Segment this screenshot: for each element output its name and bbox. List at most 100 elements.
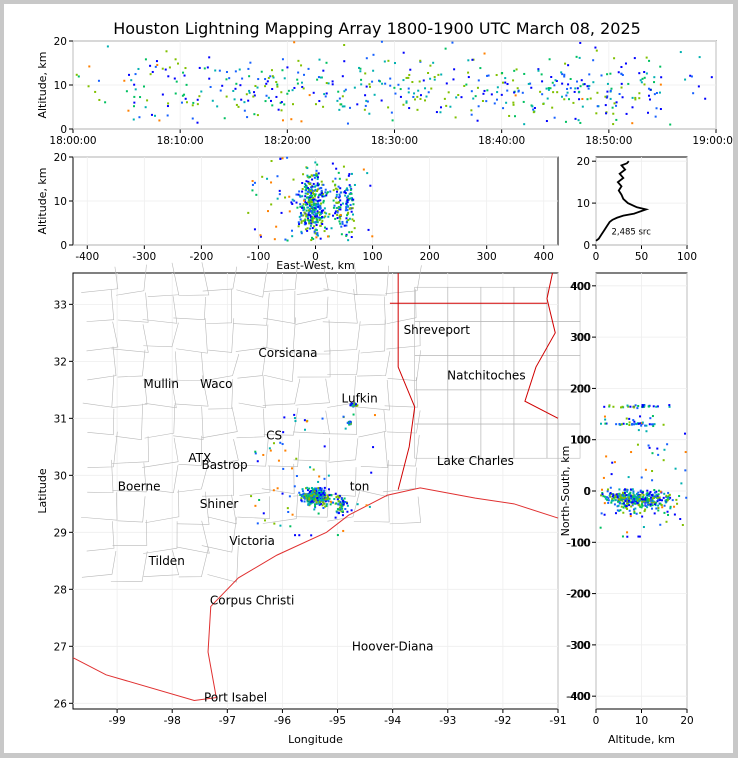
source-point (610, 499, 613, 502)
source-point (310, 192, 313, 195)
source-point (307, 201, 310, 204)
source-point (642, 494, 645, 497)
source-point (348, 193, 351, 196)
source-point (346, 510, 349, 513)
source-point (621, 535, 624, 538)
source-point (337, 201, 340, 204)
x-tick-label: -91 (549, 715, 566, 727)
state-border-tx-la (397, 273, 416, 490)
source-point (618, 492, 621, 495)
source-point (303, 208, 306, 211)
source-point (372, 446, 375, 449)
source-point (633, 510, 636, 513)
source-point (365, 57, 368, 60)
source-point (342, 415, 345, 418)
source-point (347, 195, 350, 198)
source-point (294, 420, 297, 423)
source-point (253, 94, 256, 97)
county-boundary (360, 319, 386, 354)
source-point (618, 488, 621, 491)
source-point (323, 493, 326, 496)
source-point (286, 507, 289, 510)
city-label: Mullin (143, 377, 179, 391)
source-point (474, 95, 477, 98)
county-boundary (117, 349, 146, 378)
source-point (309, 219, 312, 222)
source-point (638, 500, 641, 503)
source-point (326, 497, 329, 500)
source-point (161, 67, 164, 70)
source-point (336, 209, 339, 212)
source-point (311, 189, 314, 192)
source-point (307, 176, 310, 179)
source-point (196, 98, 199, 101)
source-point (637, 404, 640, 407)
source-point (142, 85, 145, 88)
source-point (348, 173, 351, 176)
source-point (624, 62, 627, 65)
source-point (445, 82, 448, 85)
source-point (419, 59, 422, 62)
source-point (174, 58, 177, 61)
x-tick-label: -98 (164, 715, 181, 727)
source-point (313, 221, 316, 224)
source-point (256, 114, 259, 117)
source-point (320, 487, 323, 490)
source-point (149, 64, 152, 67)
source-point (634, 499, 637, 502)
x-tick-label: -94 (384, 715, 401, 727)
source-point (389, 77, 392, 80)
source-point (554, 79, 557, 82)
source-point (612, 405, 615, 408)
source-point (614, 496, 617, 499)
source-point (265, 94, 268, 97)
source-point (641, 77, 644, 80)
source-point (606, 82, 609, 85)
source-point (198, 66, 201, 69)
source-point (553, 116, 556, 119)
source-point (248, 89, 251, 92)
source-point (266, 177, 269, 180)
source-point (317, 76, 320, 79)
source-point (297, 71, 300, 74)
source-point (320, 210, 323, 213)
source-point (604, 104, 607, 107)
source-point (316, 190, 319, 193)
y-tick-label: 300 (570, 332, 590, 344)
source-point (643, 76, 646, 79)
source-point (263, 519, 266, 522)
source-point (281, 492, 284, 495)
source-point (630, 505, 633, 508)
source-point (338, 196, 341, 199)
source-point (418, 80, 421, 83)
source-point (506, 89, 509, 92)
source-point (631, 504, 634, 507)
source-point (371, 235, 374, 238)
city-label: Tilden (148, 554, 185, 568)
source-point (384, 82, 387, 85)
source-point (308, 498, 311, 501)
y-axis-label: Latitude (36, 468, 49, 514)
source-point (551, 106, 554, 109)
county-boundary (206, 439, 239, 468)
source-point (315, 502, 318, 505)
source-point (291, 202, 294, 205)
source-point (315, 203, 318, 206)
source-point (592, 59, 595, 62)
source-point (427, 71, 430, 74)
source-point (341, 502, 344, 505)
source-point (252, 95, 255, 98)
source-point (654, 115, 657, 118)
source-point (645, 430, 648, 433)
source-point (303, 199, 306, 202)
source-point (628, 496, 631, 499)
source-point (307, 502, 310, 505)
source-point (267, 96, 270, 99)
source-point (290, 118, 293, 121)
source-point (657, 493, 660, 496)
source-point (389, 84, 392, 87)
source-point (623, 491, 626, 494)
source-point (614, 512, 617, 515)
source-point (638, 92, 641, 95)
source-point (191, 117, 194, 120)
